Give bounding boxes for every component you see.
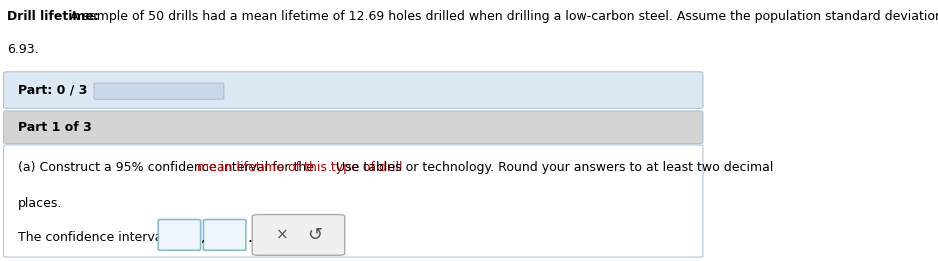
- FancyBboxPatch shape: [252, 215, 345, 255]
- Text: .: .: [248, 230, 252, 245]
- Text: Part 1 of 3: Part 1 of 3: [18, 121, 91, 134]
- Text: mean lifetime of this type of drill: mean lifetime of this type of drill: [197, 161, 403, 174]
- Text: A sample of 50 drills had a mean lifetime of 12.69 holes drilled when drilling a: A sample of 50 drills had a mean lifetim…: [66, 10, 938, 23]
- Text: The confidence interval is: The confidence interval is: [18, 231, 180, 244]
- Text: ,: ,: [201, 230, 205, 244]
- FancyBboxPatch shape: [4, 72, 703, 108]
- Text: ×: ×: [276, 227, 289, 242]
- FancyBboxPatch shape: [204, 220, 246, 250]
- Text: . Use tables or technology. Round your answers to at least two decimal: . Use tables or technology. Round your a…: [328, 161, 774, 174]
- FancyBboxPatch shape: [4, 111, 703, 144]
- FancyBboxPatch shape: [4, 145, 703, 257]
- Text: 6.93.: 6.93.: [8, 43, 38, 56]
- Text: (a) Construct a 95% confidence interval for the: (a) Construct a 95% confidence interval …: [18, 161, 318, 174]
- Text: Drill lifetime:: Drill lifetime:: [8, 10, 98, 23]
- FancyBboxPatch shape: [159, 220, 201, 250]
- FancyBboxPatch shape: [94, 83, 224, 99]
- Text: ↺: ↺: [307, 226, 323, 244]
- Text: places.: places.: [18, 197, 62, 210]
- Text: Part: 0 / 3: Part: 0 / 3: [18, 84, 87, 97]
